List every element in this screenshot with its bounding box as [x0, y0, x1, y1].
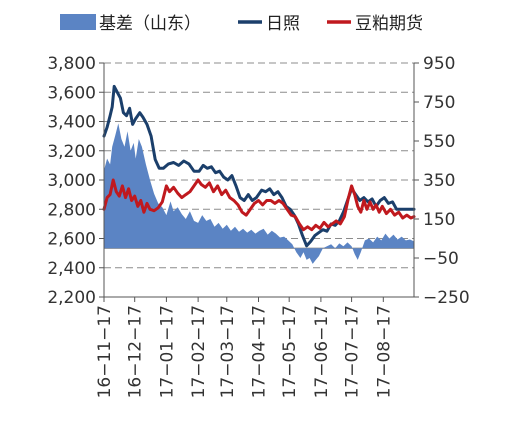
gridlines	[104, 62, 414, 269]
legend-label-futures: 豆粕期货	[355, 14, 423, 34]
legend-label-basis: 基差（山东）	[99, 14, 201, 34]
x-tick-label: 17−03−17	[218, 305, 238, 398]
area-layer	[104, 123, 414, 264]
x-tick-label: 17−07−17	[343, 305, 363, 398]
series-area-basis	[104, 123, 414, 264]
left-tick-label: 2,800	[47, 200, 96, 220]
right-tick-label: 350	[423, 171, 455, 191]
right-tick-label: −250	[423, 288, 470, 308]
left-tick-label: 3,600	[47, 83, 96, 103]
x-tick-label: 17−05−17	[280, 305, 300, 398]
x-tick-label: 16−12−17	[126, 305, 146, 398]
x-tick-label: 17−04−17	[250, 305, 270, 398]
left-tick-label: 3,200	[47, 142, 96, 162]
right-tick-label: 550	[423, 132, 455, 152]
x-tick-label: 17−06−17	[312, 305, 332, 398]
left-tick-label: 2,400	[47, 259, 96, 279]
x-tick-label: 17−01−17	[157, 305, 177, 398]
axes: 2,200 2,400 2,600 2,800 3,000 3,200 3,400 3,600…	[47, 54, 469, 398]
left-tick-label: 3,000	[47, 171, 96, 191]
right-tick-label: 750	[423, 93, 455, 113]
x-tick-label: 16−11−17	[95, 305, 115, 398]
left-tick-label: 3,800	[47, 54, 96, 74]
left-tick-label: 2,600	[47, 230, 96, 250]
x-tick-label: 17−08−17	[374, 305, 394, 398]
x-tick-label: 17−02−17	[189, 305, 209, 398]
legend-label-rizhao: 日照	[266, 14, 300, 34]
right-tick-label: −50	[423, 249, 459, 269]
right-tick-label: 950	[423, 54, 455, 74]
line-layer	[102, 84, 416, 248]
left-tick-label: 3,400	[47, 113, 96, 133]
legend: 基差（山东） 日照 豆粕期货	[60, 14, 423, 34]
series-line-futures	[102, 178, 416, 232]
right-tick-label: 150	[423, 210, 455, 230]
left-tick-label: 2,200	[47, 288, 96, 308]
series-line-rizhao	[102, 84, 416, 248]
legend-swatch-basis	[60, 14, 96, 30]
